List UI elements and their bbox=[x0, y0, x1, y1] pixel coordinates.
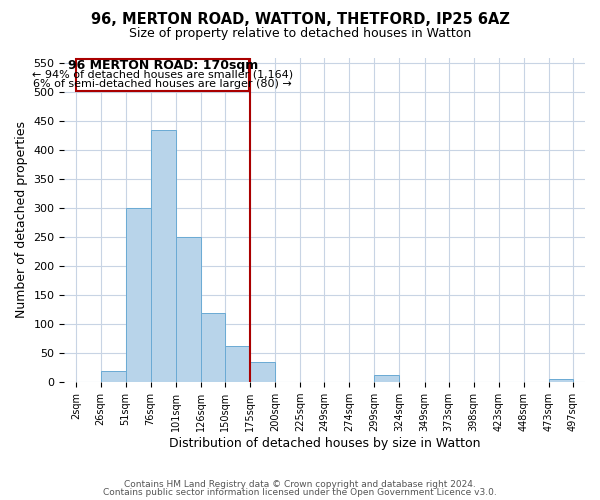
Bar bbox=[549, 380, 573, 382]
Bar bbox=[125, 208, 151, 382]
Y-axis label: Number of detached properties: Number of detached properties bbox=[15, 122, 28, 318]
Bar bbox=[374, 376, 400, 382]
Bar bbox=[76, 58, 249, 91]
Bar bbox=[151, 130, 176, 382]
Text: Size of property relative to detached houses in Watton: Size of property relative to detached ho… bbox=[129, 28, 471, 40]
Bar bbox=[225, 346, 250, 382]
Bar bbox=[250, 362, 275, 382]
Bar bbox=[201, 312, 225, 382]
Text: Contains HM Land Registry data © Crown copyright and database right 2024.: Contains HM Land Registry data © Crown c… bbox=[124, 480, 476, 489]
Text: Contains public sector information licensed under the Open Government Licence v3: Contains public sector information licen… bbox=[103, 488, 497, 497]
Text: 6% of semi-detached houses are larger (80) →: 6% of semi-detached houses are larger (8… bbox=[34, 79, 292, 89]
Text: 96 MERTON ROAD: 170sqm: 96 MERTON ROAD: 170sqm bbox=[68, 60, 258, 72]
Text: ← 94% of detached houses are smaller (1,164): ← 94% of detached houses are smaller (1,… bbox=[32, 69, 293, 79]
Bar bbox=[176, 238, 201, 382]
Text: 96, MERTON ROAD, WATTON, THETFORD, IP25 6AZ: 96, MERTON ROAD, WATTON, THETFORD, IP25 … bbox=[91, 12, 509, 28]
X-axis label: Distribution of detached houses by size in Watton: Distribution of detached houses by size … bbox=[169, 437, 481, 450]
Bar bbox=[101, 370, 125, 382]
